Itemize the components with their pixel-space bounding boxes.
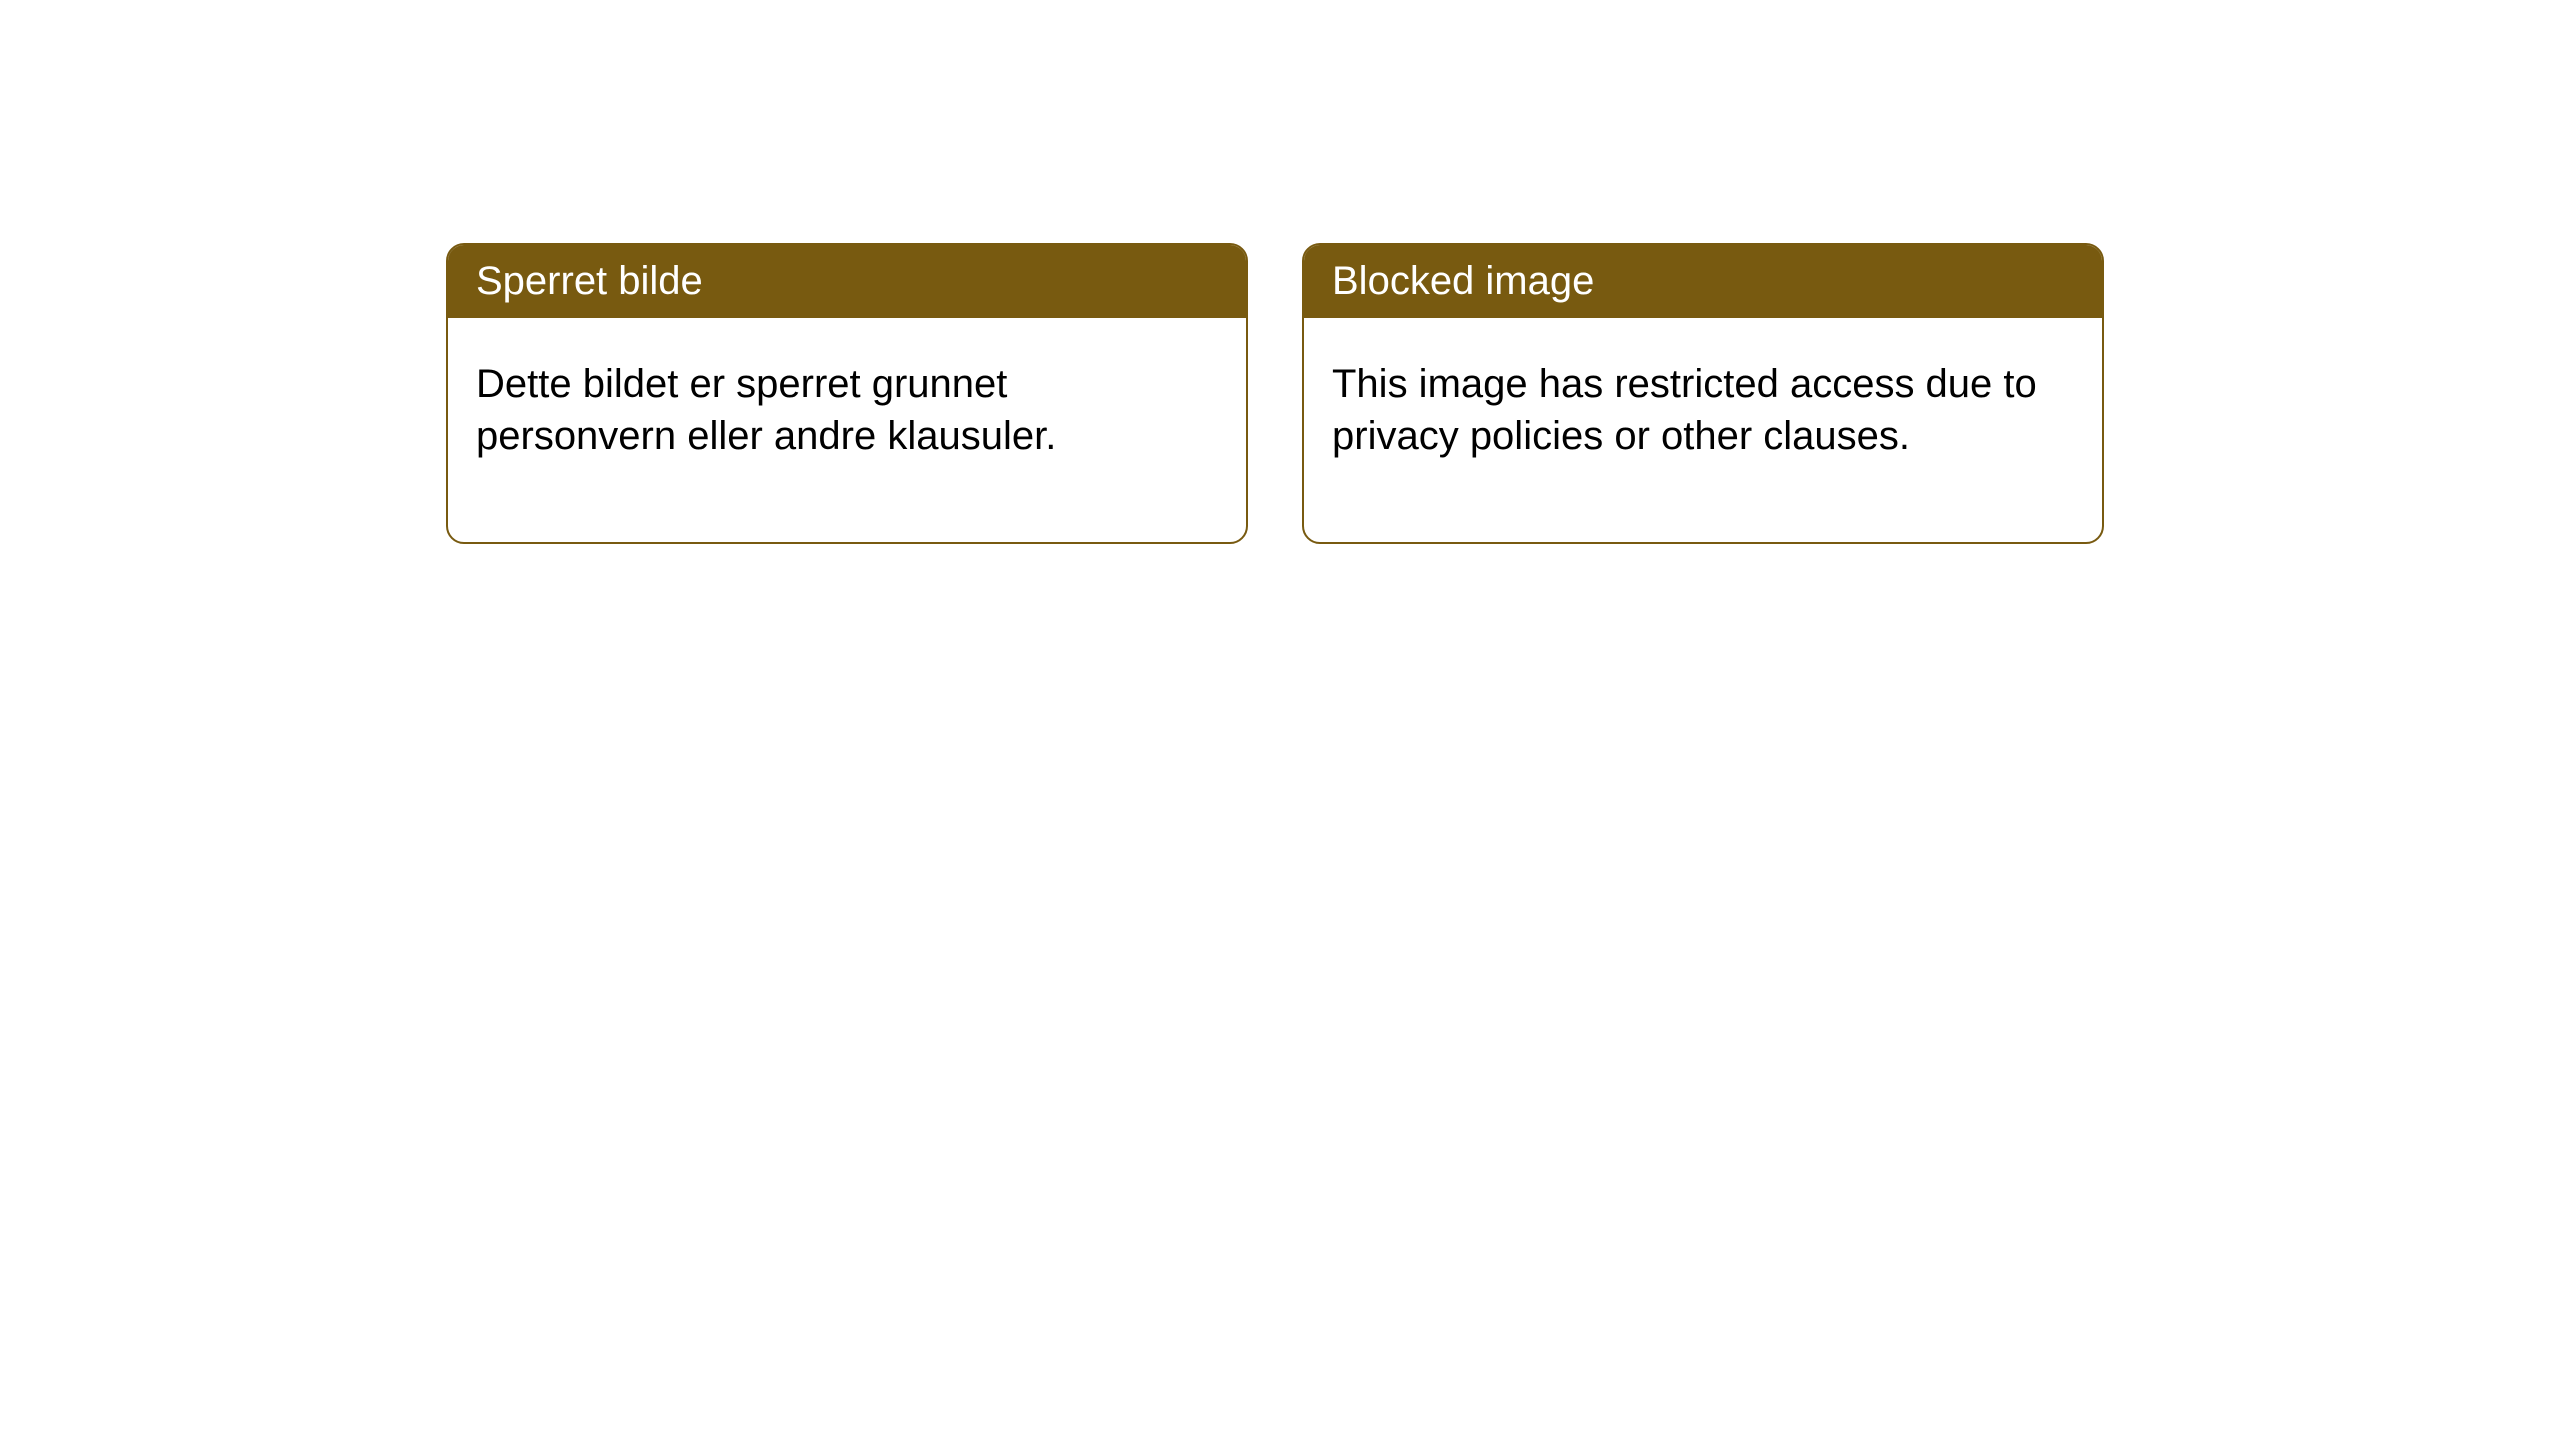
card-body-text: This image has restricted access due to … <box>1332 362 2037 458</box>
notice-container: Sperret bilde Dette bildet er sperret gr… <box>0 0 2560 544</box>
card-body: Dette bildet er sperret grunnet personve… <box>448 318 1246 542</box>
notice-card-english: Blocked image This image has restricted … <box>1302 243 2104 544</box>
card-header: Blocked image <box>1304 245 2102 318</box>
card-body: This image has restricted access due to … <box>1304 318 2102 542</box>
card-body-text: Dette bildet er sperret grunnet personve… <box>476 362 1056 458</box>
notice-card-norwegian: Sperret bilde Dette bildet er sperret gr… <box>446 243 1248 544</box>
card-title: Sperret bilde <box>476 259 703 303</box>
card-header: Sperret bilde <box>448 245 1246 318</box>
card-title: Blocked image <box>1332 259 1594 303</box>
